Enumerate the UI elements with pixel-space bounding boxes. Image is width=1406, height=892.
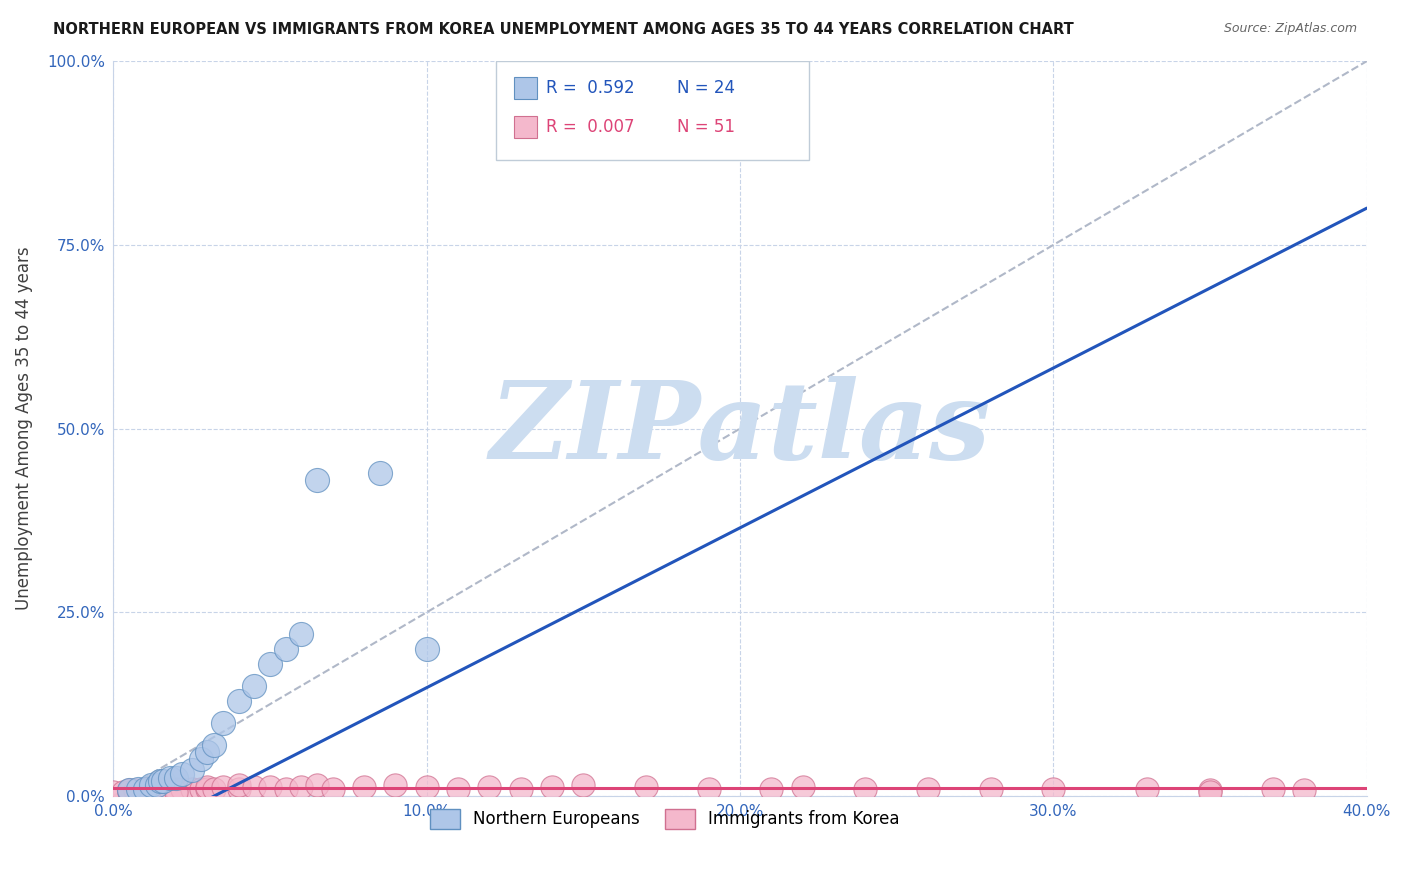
Point (172, 767, 194, 781)
Point (761, 781, 783, 796)
Point (165, 771, 187, 785)
Point (172, 781, 194, 796)
Point (159, 781, 181, 796)
Point (541, 780, 564, 795)
Point (228, 778, 250, 792)
Point (853, 781, 876, 796)
Point (149, 781, 172, 796)
Point (305, 778, 328, 792)
Text: N = 24: N = 24 (678, 79, 735, 97)
Text: Source: ZipAtlas.com: Source: ZipAtlas.com (1223, 22, 1357, 36)
Point (697, 781, 720, 796)
Point (149, 774, 172, 789)
Point (509, 781, 531, 796)
Point (202, 738, 225, 752)
Point (195, 781, 218, 796)
Point (1199, 785, 1222, 799)
Point (159, 771, 181, 785)
Point (792, 780, 814, 795)
Point (165, 781, 187, 796)
Point (118, 783, 141, 797)
Point (180, 781, 202, 796)
Point (111, 785, 134, 799)
Point (212, 780, 235, 795)
Point (118, 785, 141, 799)
Point (134, 781, 156, 796)
Point (274, 781, 297, 796)
Text: NORTHERN EUROPEAN VS IMMIGRANTS FROM KOREA UNEMPLOYMENT AMONG AGES 35 TO 44 YEAR: NORTHERN EUROPEAN VS IMMIGRANTS FROM KOR… (53, 22, 1074, 37)
Point (134, 783, 156, 797)
Point (572, 778, 595, 792)
Point (228, 781, 250, 796)
Point (1294, 783, 1316, 797)
Legend: Northern Europeans, Immigrants from Korea: Northern Europeans, Immigrants from Kore… (423, 802, 907, 836)
Point (180, 764, 202, 778)
Point (259, 780, 281, 795)
Text: R =  0.592: R = 0.592 (546, 79, 634, 97)
Point (127, 781, 149, 796)
Point (134, 783, 156, 797)
Point (478, 780, 501, 795)
Point (139, 778, 162, 792)
Point (322, 781, 344, 796)
Point (228, 693, 250, 707)
Text: N = 51: N = 51 (678, 119, 735, 136)
Point (305, 473, 328, 487)
Bar (515, 78, 537, 99)
Point (134, 781, 156, 796)
Text: ZIPatlas: ZIPatlas (489, 376, 991, 482)
Point (1136, 781, 1159, 796)
Point (139, 783, 162, 797)
Point (368, 466, 391, 480)
Point (415, 642, 437, 657)
Point (118, 783, 141, 797)
Y-axis label: Unemployment Among Ages 35 to 44 years: Unemployment Among Ages 35 to 44 years (15, 247, 32, 610)
FancyBboxPatch shape (495, 62, 808, 161)
Point (353, 780, 375, 795)
Point (149, 781, 172, 796)
Point (165, 785, 187, 799)
Point (195, 745, 218, 759)
Point (634, 91, 657, 105)
Point (259, 657, 281, 671)
Point (415, 780, 437, 795)
Point (212, 715, 235, 730)
Point (447, 781, 470, 796)
Point (274, 642, 297, 657)
Point (1261, 781, 1284, 796)
Point (124, 783, 146, 797)
Point (384, 778, 406, 792)
Point (243, 780, 266, 795)
Point (202, 781, 225, 796)
Point (103, 785, 125, 799)
Point (917, 781, 939, 796)
Point (190, 781, 212, 796)
Point (634, 780, 657, 795)
Point (1199, 783, 1222, 797)
Point (1042, 781, 1064, 796)
Point (980, 781, 1002, 796)
Point (195, 780, 218, 795)
Point (152, 774, 174, 789)
Text: R =  0.007: R = 0.007 (546, 119, 634, 136)
Point (243, 679, 266, 693)
Point (146, 778, 169, 792)
Bar (515, 116, 537, 138)
Point (290, 627, 312, 641)
Point (165, 783, 187, 797)
Point (190, 752, 212, 766)
Point (290, 780, 312, 795)
